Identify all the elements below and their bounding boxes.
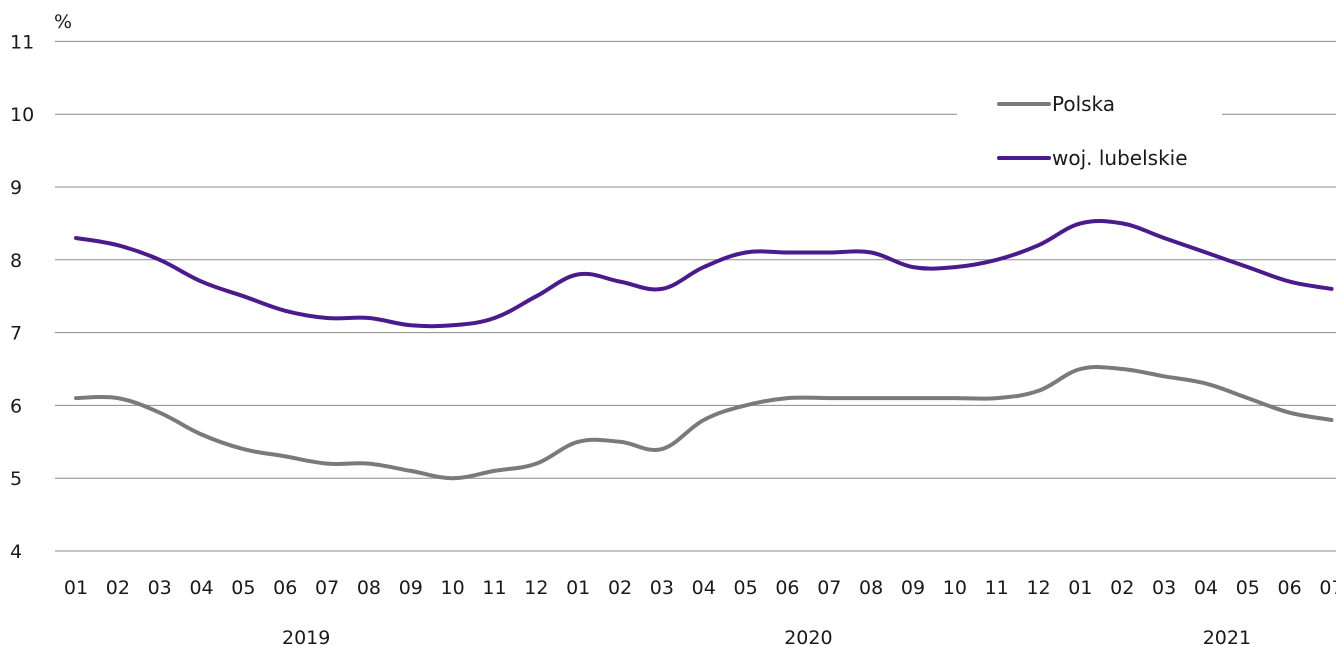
x-tick-label: 07 [817, 577, 841, 599]
y-tick-label: 11 [10, 31, 34, 53]
legend-label: woj. lubelskie [1052, 146, 1188, 170]
y-axis-ticks: 4 5 6 7 8 9 10 11 [10, 31, 34, 563]
x-tick-label: 02 [608, 577, 632, 599]
legend: Polska woj. lubelskie [997, 92, 1188, 170]
x-tick-label: 05 [734, 577, 758, 599]
x-tick-label: 10 [943, 577, 967, 599]
x-tick-label: 07 [1319, 577, 1336, 599]
x-tick-label: 06 [775, 577, 799, 599]
y-axis-unit-label: % [54, 11, 72, 33]
y-tick-label: 6 [10, 395, 22, 417]
x-axis-ticks: 01 02 03 04 05 06 07 08 09 10 11 12 01 02 03 04 05 06 07 08… [64, 577, 1336, 599]
x-tick-label: 06 [1278, 577, 1302, 599]
grid-lines [55, 40, 1336, 552]
x-tick-label: 11 [985, 577, 1009, 599]
x-tick-label: 12 [524, 577, 548, 599]
series-line-polska [74, 364, 1334, 481]
x-tick-label: 08 [859, 577, 883, 599]
year-labels: 2019 2020 2021 [282, 627, 1251, 646]
x-tick-label: 05 [1236, 577, 1260, 599]
x-tick-label: 12 [1026, 577, 1050, 599]
x-tick-label: 07 [315, 577, 339, 599]
x-tick-label: 04 [692, 577, 716, 599]
x-tick-label: 08 [357, 577, 381, 599]
x-tick-label: 05 [231, 577, 255, 599]
year-label: 2019 [282, 627, 330, 646]
y-tick-label: 5 [10, 468, 22, 490]
x-tick-label: 04 [1194, 577, 1218, 599]
x-tick-label: 01 [566, 577, 590, 599]
series-line-woj-lubelskie [74, 218, 1334, 329]
x-tick-label: 03 [148, 577, 172, 599]
x-tick-label: 03 [1152, 577, 1176, 599]
x-tick-label: 04 [189, 577, 213, 599]
y-tick-label: 9 [10, 177, 22, 199]
x-tick-label: 01 [1068, 577, 1092, 599]
legend-label: Polska [1052, 92, 1115, 116]
x-tick-label: 09 [901, 577, 925, 599]
y-tick-label: 10 [10, 104, 34, 126]
x-tick-label: 03 [650, 577, 674, 599]
x-tick-label: 02 [106, 577, 130, 599]
y-tick-label: 7 [10, 323, 22, 345]
x-tick-label: 06 [273, 577, 297, 599]
x-tick-label: 02 [1110, 577, 1134, 599]
y-tick-label: 8 [10, 250, 22, 272]
x-tick-label: 09 [399, 577, 423, 599]
y-tick-label: 4 [10, 541, 22, 563]
series-lines [74, 218, 1334, 481]
x-tick-label: 10 [441, 577, 465, 599]
x-tick-label: 01 [64, 577, 88, 599]
year-label: 2020 [784, 627, 832, 646]
x-tick-label: 11 [482, 577, 506, 599]
year-label: 2021 [1203, 627, 1251, 646]
